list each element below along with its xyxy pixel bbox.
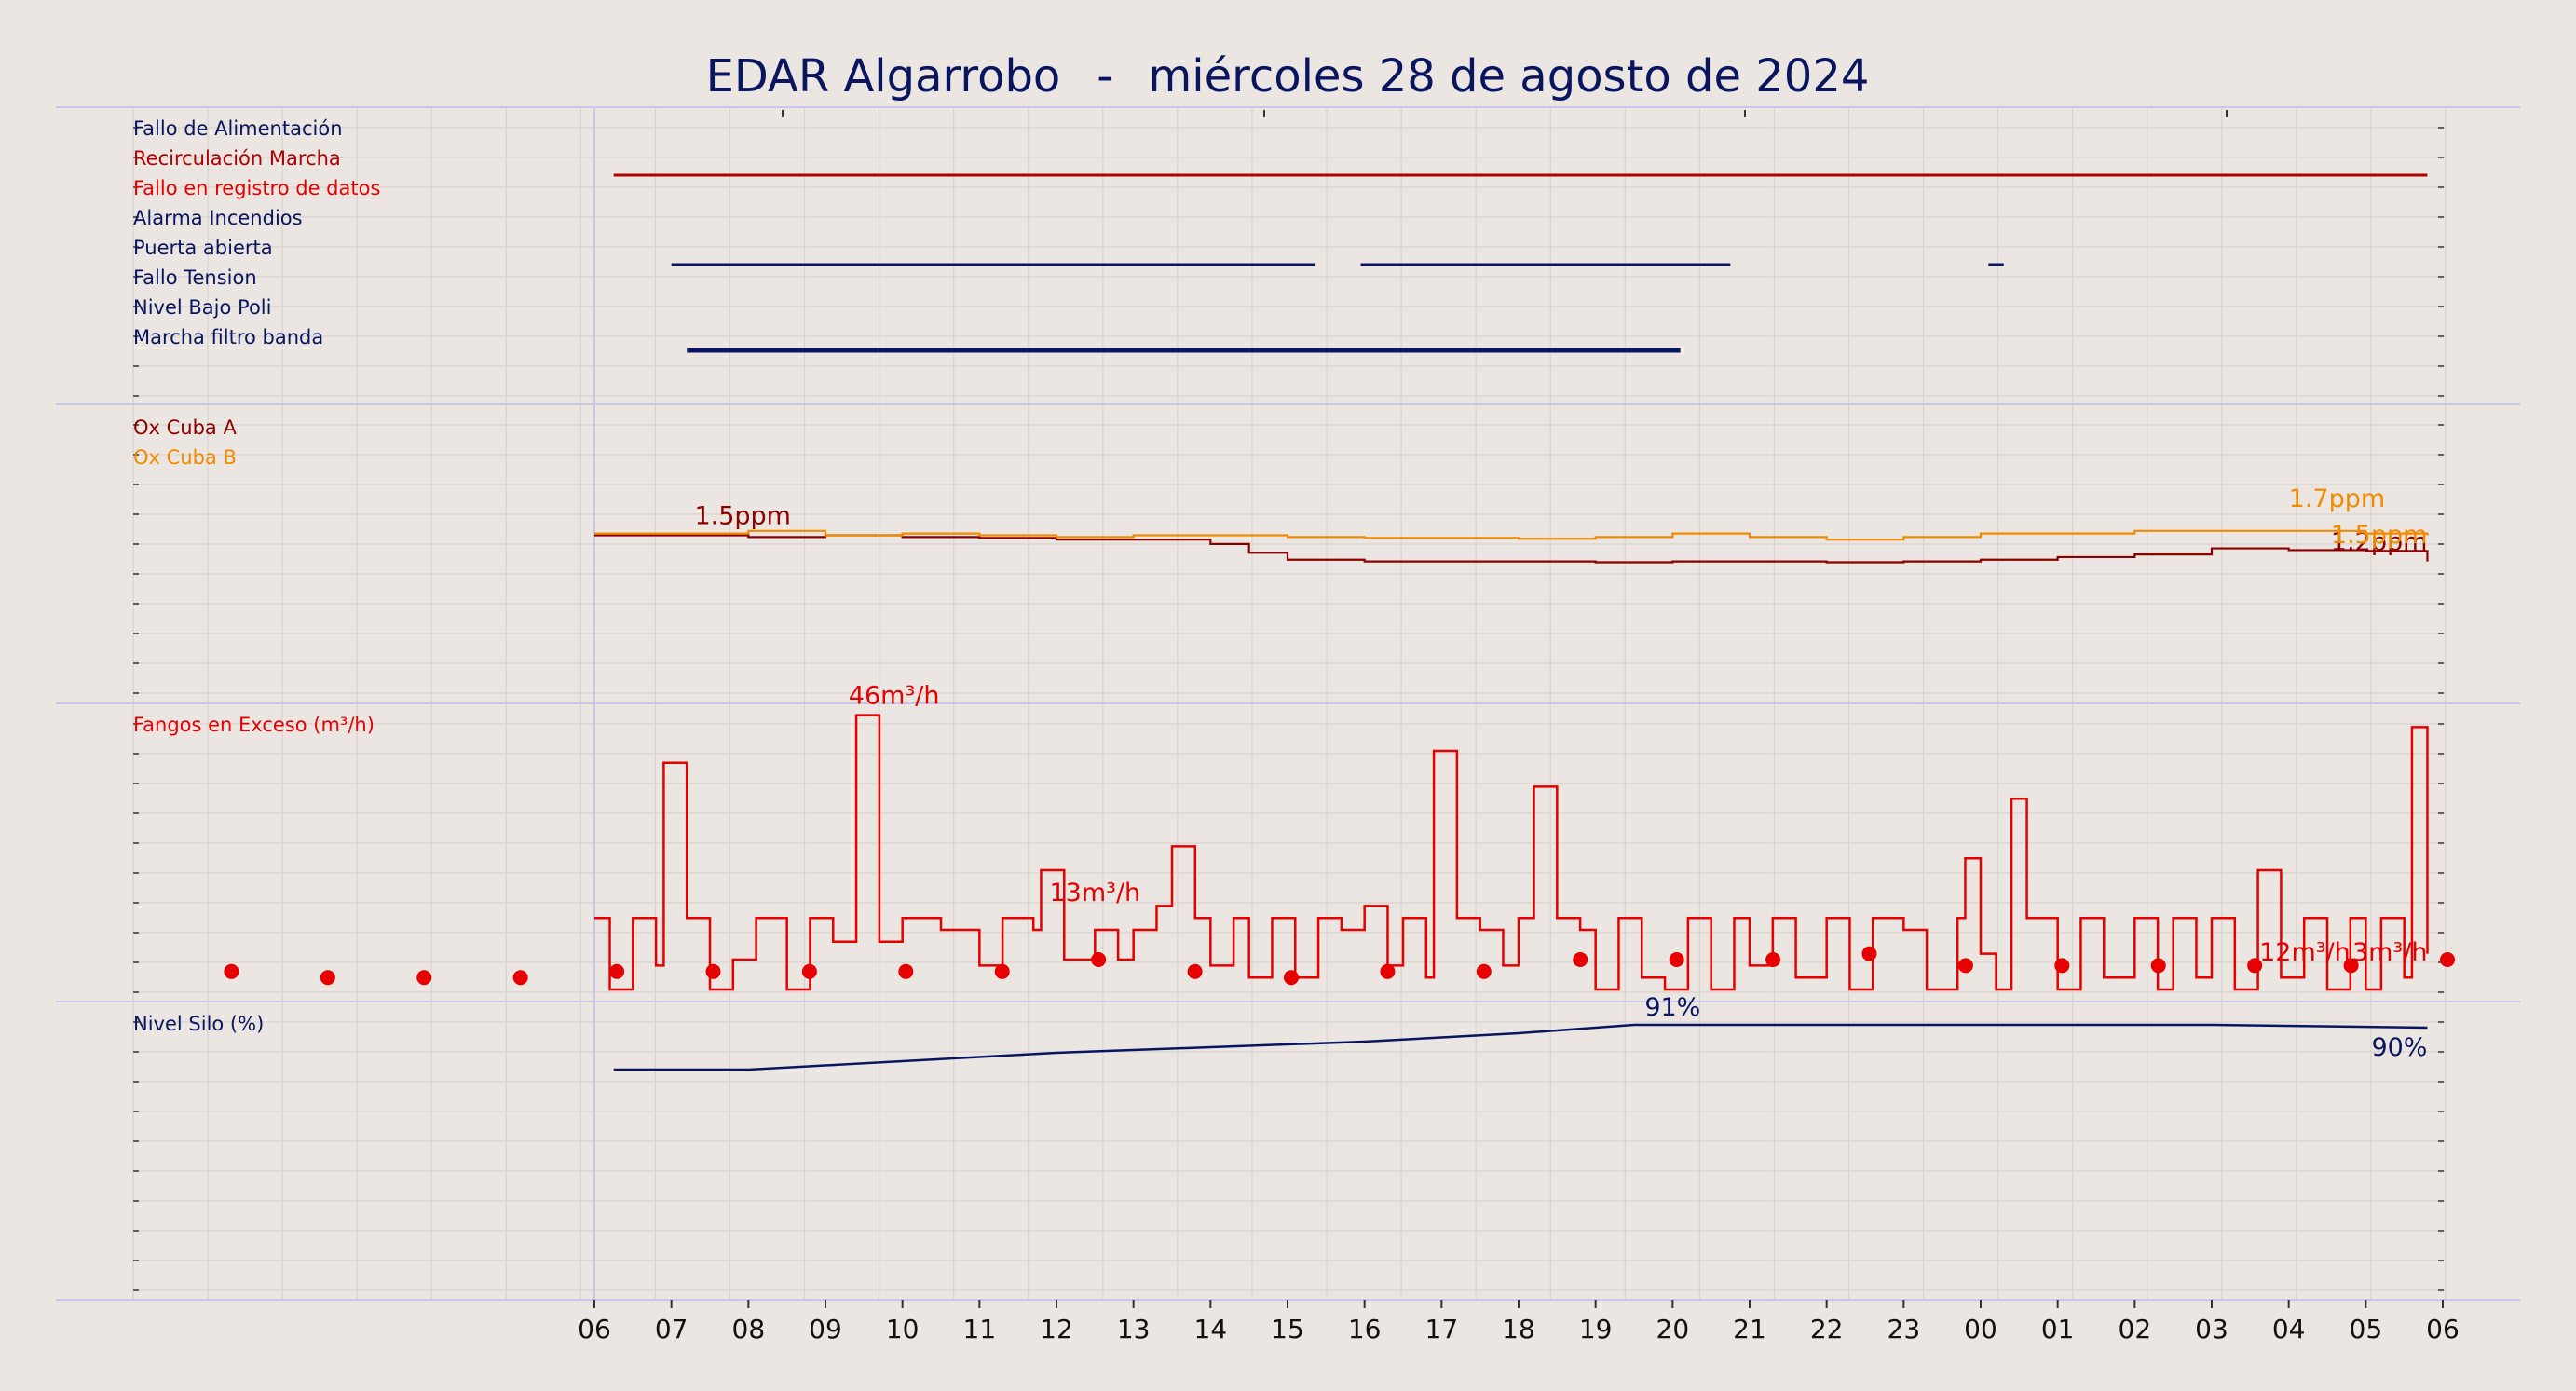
x-tick-label: 12 (1040, 1314, 1073, 1344)
x-tick-label: 06 (2426, 1314, 2460, 1344)
x-tick-label: 18 (1502, 1314, 1535, 1344)
data-label: 3m³/h (2352, 938, 2428, 967)
x-tick-label: 00 (1964, 1314, 1997, 1344)
x-tick-label: 14 (1194, 1314, 1228, 1344)
panel-separators (56, 106, 2520, 1301)
series-label: Marcha filtro banda (133, 326, 323, 348)
fangos-dot (1476, 963, 1492, 979)
x-tick-label: 19 (1579, 1314, 1613, 1344)
x-tick-label: 22 (1810, 1314, 1844, 1344)
x-tick-label: 06 (578, 1314, 611, 1344)
fangos-dot (1957, 958, 1973, 974)
x-tick-label: 11 (963, 1314, 997, 1344)
fangos-dot (2054, 958, 2070, 974)
data-label: 90% (2371, 1033, 2427, 1062)
x-tick-label: 04 (2272, 1314, 2306, 1344)
x-tick-label: 02 (2119, 1314, 2152, 1344)
chart-marks: Fallo de Alimentación Recirculación March… (133, 117, 2455, 1071)
silo-series-line (613, 1023, 2428, 1071)
series-label: Ox Cuba A (133, 416, 237, 439)
x-tick-label: 10 (886, 1314, 920, 1344)
fangos-dot (512, 970, 528, 986)
fangos-dot (705, 963, 721, 979)
fangos-dot (2440, 952, 2455, 967)
fangos-dot (416, 970, 432, 986)
x-tick-label: 13 (1117, 1314, 1151, 1344)
x-tick-label: 09 (809, 1314, 842, 1344)
fangos-dot (1284, 970, 1299, 986)
chart-title: EDAR Algarrobo - miércoles 28 de agosto de… (706, 50, 1870, 102)
fangos-dot (224, 963, 239, 979)
series-label: Nivel Bajo Poli (133, 296, 271, 319)
fangos-dot (609, 963, 625, 979)
x-tick-label: 16 (1348, 1314, 1382, 1344)
fangos-dot (1669, 952, 1684, 967)
fangos-dot (2150, 958, 2166, 974)
fangos-dot (898, 963, 914, 979)
x-tick-label: 01 (2041, 1314, 2075, 1344)
series-label: Fallo de Alimentación (133, 117, 343, 140)
fangos-dot (1380, 963, 1396, 979)
data-label: 13m³/h (1049, 879, 1140, 907)
series-label: Fallo en registro de datos (133, 177, 380, 199)
fangos-dot (1861, 946, 1877, 961)
fangos-dot (2343, 958, 2359, 974)
data-label: 1.5ppm (2331, 521, 2428, 550)
x-tick-label: 21 (1733, 1314, 1766, 1344)
series-label: Ox Cuba B (133, 446, 237, 469)
data-label: 1.7ppm (2289, 484, 2386, 513)
x-tick-label: 05 (2350, 1314, 2383, 1344)
x-tick-label: 15 (1271, 1314, 1304, 1344)
data-label: 1.5ppm (694, 502, 791, 531)
x-tick-label: 03 (2195, 1314, 2228, 1344)
fangos-dot (1187, 963, 1203, 979)
x-axis-ticks: 06 07 08 09 10 11 12 13 14 15 16 17 18 19 20 21 22 23 00 01… (578, 1300, 2460, 1344)
x-tick-label: 20 (1656, 1314, 1690, 1344)
x-tick-label: 23 (1888, 1314, 1921, 1344)
fangos-dot (2247, 958, 2263, 974)
series-label: Nivel Silo (%) (133, 1013, 264, 1035)
fangos-dot (1765, 952, 1781, 967)
series-label: Puerta abierta (133, 237, 273, 259)
fangos-series-line (594, 714, 2429, 991)
x-tick-label: 08 (732, 1314, 766, 1344)
series-label: Fangos en Exceso (m³/h) (133, 714, 375, 736)
data-label: 91% (1644, 993, 1700, 1022)
x-tick-label: 07 (655, 1314, 688, 1344)
x-tick-label: 17 (1425, 1314, 1459, 1344)
fangos-dot (994, 963, 1010, 979)
fangos-dot (1573, 952, 1588, 967)
fangos-dot (801, 963, 817, 979)
fangos-dot (1091, 952, 1107, 967)
ox-series-line (594, 529, 2429, 541)
data-label: 12m³/h (2259, 938, 2351, 967)
data-label: 46m³/h (849, 682, 940, 711)
series-label: Alarma Incendios (133, 207, 303, 229)
ox-series-line (594, 534, 2429, 564)
series-label: Recirculación Marcha (133, 147, 341, 170)
fangos-dot (320, 970, 335, 986)
series-label: Fallo Tension (133, 266, 257, 289)
